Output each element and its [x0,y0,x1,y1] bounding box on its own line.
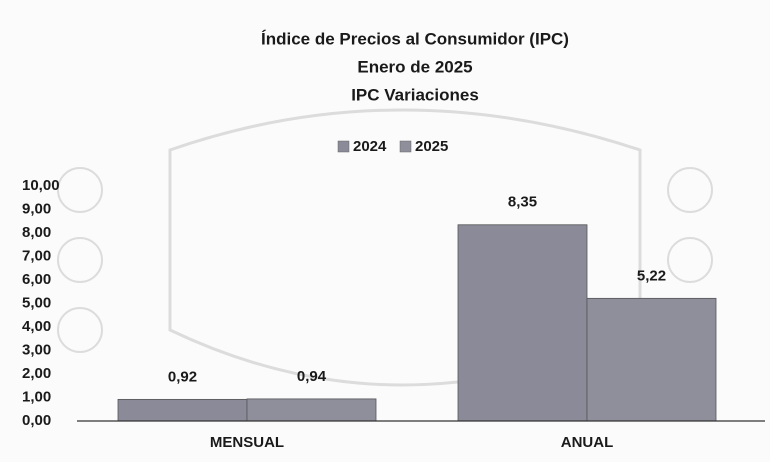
legend-swatch [338,141,349,152]
x-tick-label: MENSUAL [210,434,284,451]
chart: Índice de Precios al Consumidor (IPC) Ene… [0,0,770,462]
x-tick-label: ANUAL [561,434,614,451]
legend-swatch [400,141,411,152]
y-tick-label: 0,00 [22,412,51,429]
value-label: 0,94 [297,368,327,385]
y-tick-label: 4,00 [22,318,51,335]
bar [118,399,247,421]
legend-label: 2025 [415,138,448,155]
y-tick-label: 9,00 [22,200,51,217]
chart-title: Enero de 2025 [357,57,472,76]
y-tick-label: 8,00 [22,224,51,241]
y-tick-label: 5,00 [22,294,51,311]
value-label: 5,22 [637,267,666,284]
bar [247,399,376,421]
chart-title: IPC Variaciones [351,85,479,104]
y-tick-label: 7,00 [22,247,51,264]
chart-title: Índice de Precios al Consumidor (IPC) [261,29,569,48]
y-tick-label: 2,00 [22,365,51,382]
y-tick-label: 3,00 [22,341,51,358]
legend-label: 2024 [353,138,387,155]
y-tick-label: 10,00 [22,177,60,194]
bar [587,298,716,421]
y-tick-label: 6,00 [22,271,51,288]
value-label: 8,35 [508,194,537,211]
bar [458,225,587,421]
value-label: 0,92 [168,368,197,385]
y-tick-label: 1,00 [22,388,51,405]
